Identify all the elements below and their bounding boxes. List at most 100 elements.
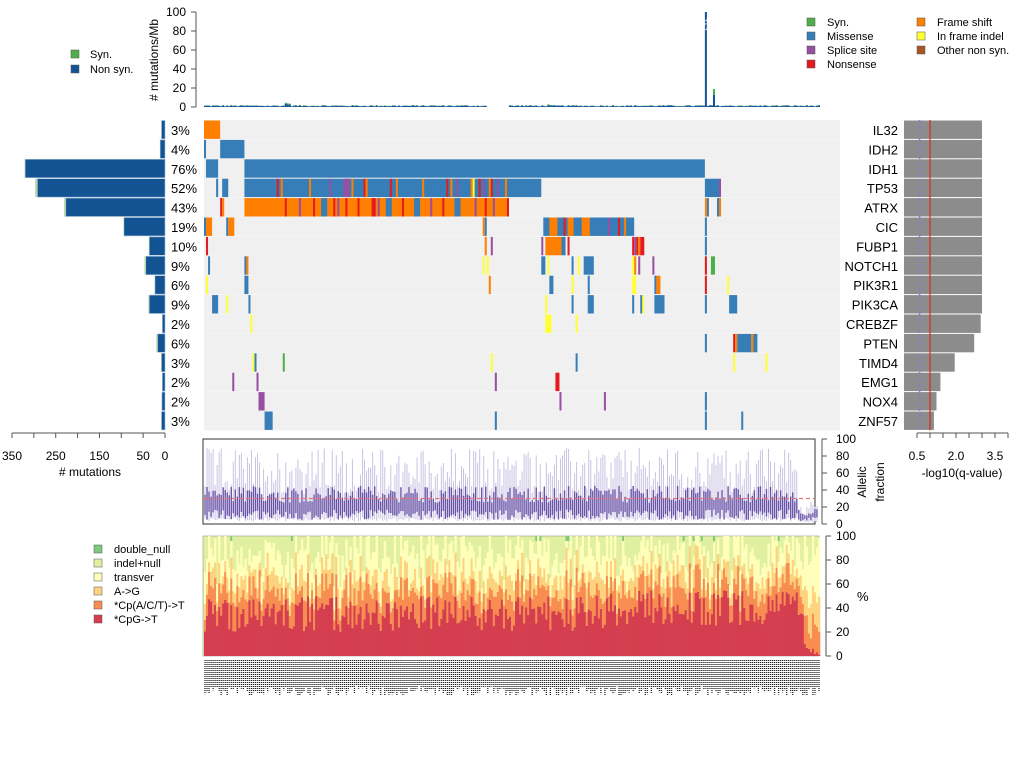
spectrum-bar-atog bbox=[357, 579, 360, 592]
spectrum-bar-transver bbox=[577, 571, 580, 582]
spectrum-bar-transver bbox=[446, 564, 449, 578]
spectrum-bar-transver bbox=[601, 555, 605, 581]
spectrum-bar-cpa bbox=[355, 604, 358, 625]
percent-label: 76% bbox=[171, 162, 197, 177]
spectrum-bar-cpa bbox=[692, 587, 696, 612]
rate-bar-nonsyn bbox=[626, 105, 629, 107]
qvalue-panel: 0.5 2.0 3.5 bbox=[904, 120, 1009, 463]
spectrum-bar-atog bbox=[727, 560, 730, 585]
spectrum-bar-cpa bbox=[369, 594, 372, 625]
spectrum-bar-transver bbox=[664, 571, 667, 589]
spectrum-bar-cpa bbox=[581, 572, 584, 604]
spectrum-bar-cpa bbox=[353, 588, 356, 606]
spectrum-bar-atog bbox=[240, 576, 243, 598]
oncoplot-cell-nonsense bbox=[733, 333, 736, 353]
spectrum-bar-cpa bbox=[250, 595, 253, 618]
rate-bar-nonsyn bbox=[563, 106, 566, 107]
spectrum-bar-atog bbox=[232, 591, 235, 603]
spectrum-bar-atog bbox=[292, 590, 296, 604]
spectrum-bar-cpa bbox=[496, 591, 500, 616]
spectrum-bar-cpa bbox=[646, 575, 649, 594]
spectrum-bar-atog bbox=[676, 554, 679, 575]
spectrum-bar-transver bbox=[383, 540, 387, 572]
spectrum-bar-transver bbox=[698, 543, 702, 560]
spectrum-bar-atog bbox=[450, 572, 453, 584]
spectrum-bar-transver bbox=[492, 568, 496, 579]
gene-count-bar-nonsyn bbox=[161, 391, 166, 411]
spectrum-bar-cpa bbox=[605, 576, 609, 599]
spectrum-bar-cpg bbox=[616, 625, 619, 656]
oncoplot-cell-missense bbox=[264, 411, 273, 430]
spectrum-bar-atog bbox=[347, 597, 350, 608]
spectrum-bar-cpa bbox=[288, 615, 292, 629]
oncoplot-cell-nonsense bbox=[389, 178, 392, 198]
spectrum-bar-transver bbox=[486, 552, 490, 579]
spectrum-bar-transver bbox=[616, 576, 619, 591]
spectrum-bar-double-null bbox=[700, 536, 703, 541]
spectrum-bar-atog bbox=[755, 582, 758, 592]
rate-bar-nonsyn bbox=[620, 106, 623, 107]
rate-bar-nonsyn bbox=[371, 105, 374, 107]
spectrum-bar-transver bbox=[502, 579, 506, 593]
oncoplot-cell-nonsense bbox=[484, 198, 487, 217]
rate-bar-nonsyn bbox=[749, 105, 752, 107]
oncoplot-cell-splice-site bbox=[232, 372, 235, 392]
spectrum-bar-transver bbox=[432, 536, 435, 560]
spectrum-bar-double-null bbox=[682, 536, 685, 541]
rate-y-tick-label: 0 bbox=[179, 100, 186, 114]
spectrum-bar-cpa bbox=[569, 579, 572, 610]
spectrum-bar-cpa bbox=[676, 574, 679, 605]
spectrum-bar-cpg bbox=[753, 621, 756, 656]
spectrum-bar-atog bbox=[620, 575, 623, 599]
spectrum-bar-cpg bbox=[529, 597, 532, 656]
spectrum-bar-cpa bbox=[264, 590, 267, 609]
type-legend-swatch bbox=[806, 31, 816, 41]
spectrum-bar-cpa bbox=[349, 572, 352, 602]
spectrum-bar-cpg bbox=[583, 612, 587, 656]
rate-bar-nonsyn bbox=[642, 105, 645, 107]
spectrum-bar-cpa bbox=[311, 590, 314, 604]
spectrum-bar-cpg bbox=[739, 624, 742, 656]
rate-bar-nonsyn bbox=[672, 105, 675, 107]
spectrum-bar-cpa bbox=[442, 584, 445, 610]
rate-bar-nonsyn bbox=[714, 105, 717, 107]
spectrum-bar-cpa bbox=[236, 586, 239, 608]
oncoplot-cell-in-frame-indel bbox=[632, 256, 635, 275]
spectrum-bar-atog bbox=[448, 560, 451, 573]
spectrum-bar-transver bbox=[309, 571, 312, 599]
spectrum-bar-atog bbox=[206, 583, 209, 595]
spectrum-bar-cpa bbox=[694, 564, 698, 594]
spectrum-bar-cpa bbox=[460, 593, 463, 620]
gene-count-bar-nonsyn bbox=[157, 333, 166, 353]
spectrum-bar-cpg bbox=[597, 618, 601, 656]
spectrum-bar-cpa bbox=[351, 605, 354, 629]
oncoplot-cell-in-frame-indel bbox=[545, 314, 552, 333]
spectrum-bar-cpa bbox=[557, 601, 560, 612]
rate-bar-nonsyn bbox=[581, 106, 584, 107]
spectrum-bar-transver bbox=[757, 559, 760, 584]
oncoplot-cell-splice-site bbox=[719, 178, 722, 198]
spectrum-bar-atog bbox=[458, 590, 461, 609]
spectrum-bar-cpg bbox=[468, 617, 471, 656]
oncoplot-cell-missense bbox=[729, 295, 738, 314]
spectrum-bar-cpa bbox=[700, 596, 704, 625]
spectrum-bar-transver bbox=[605, 536, 609, 562]
spectrum-bar-atog bbox=[672, 560, 675, 577]
spectrum-bar-transver bbox=[678, 549, 681, 572]
rate-outlier-label: 515 bbox=[703, 17, 712, 31]
spectrum-bar-transver bbox=[725, 536, 728, 562]
spectrum-bar-cpg bbox=[817, 654, 821, 656]
oncoplot-cell-in-frame-indel bbox=[727, 275, 730, 295]
spectrum-bar-cpg bbox=[676, 604, 679, 656]
spectrum-bar-cpg bbox=[777, 611, 780, 656]
spectrum-bar-cpg bbox=[761, 624, 764, 656]
rate-bar-nonsyn bbox=[797, 106, 800, 107]
spectrum-bar-transver bbox=[347, 565, 350, 598]
spectrum-bar-cpg bbox=[692, 611, 696, 656]
rate-legend-label: Syn. bbox=[90, 49, 112, 61]
spectrum-bar-transver bbox=[498, 554, 502, 571]
spectrum-bar-cpa bbox=[529, 573, 532, 598]
spectrum-bar-cpa bbox=[204, 619, 207, 632]
spectrum-bar-cpa bbox=[682, 588, 685, 615]
spectrum-bar-cpg bbox=[321, 603, 324, 656]
